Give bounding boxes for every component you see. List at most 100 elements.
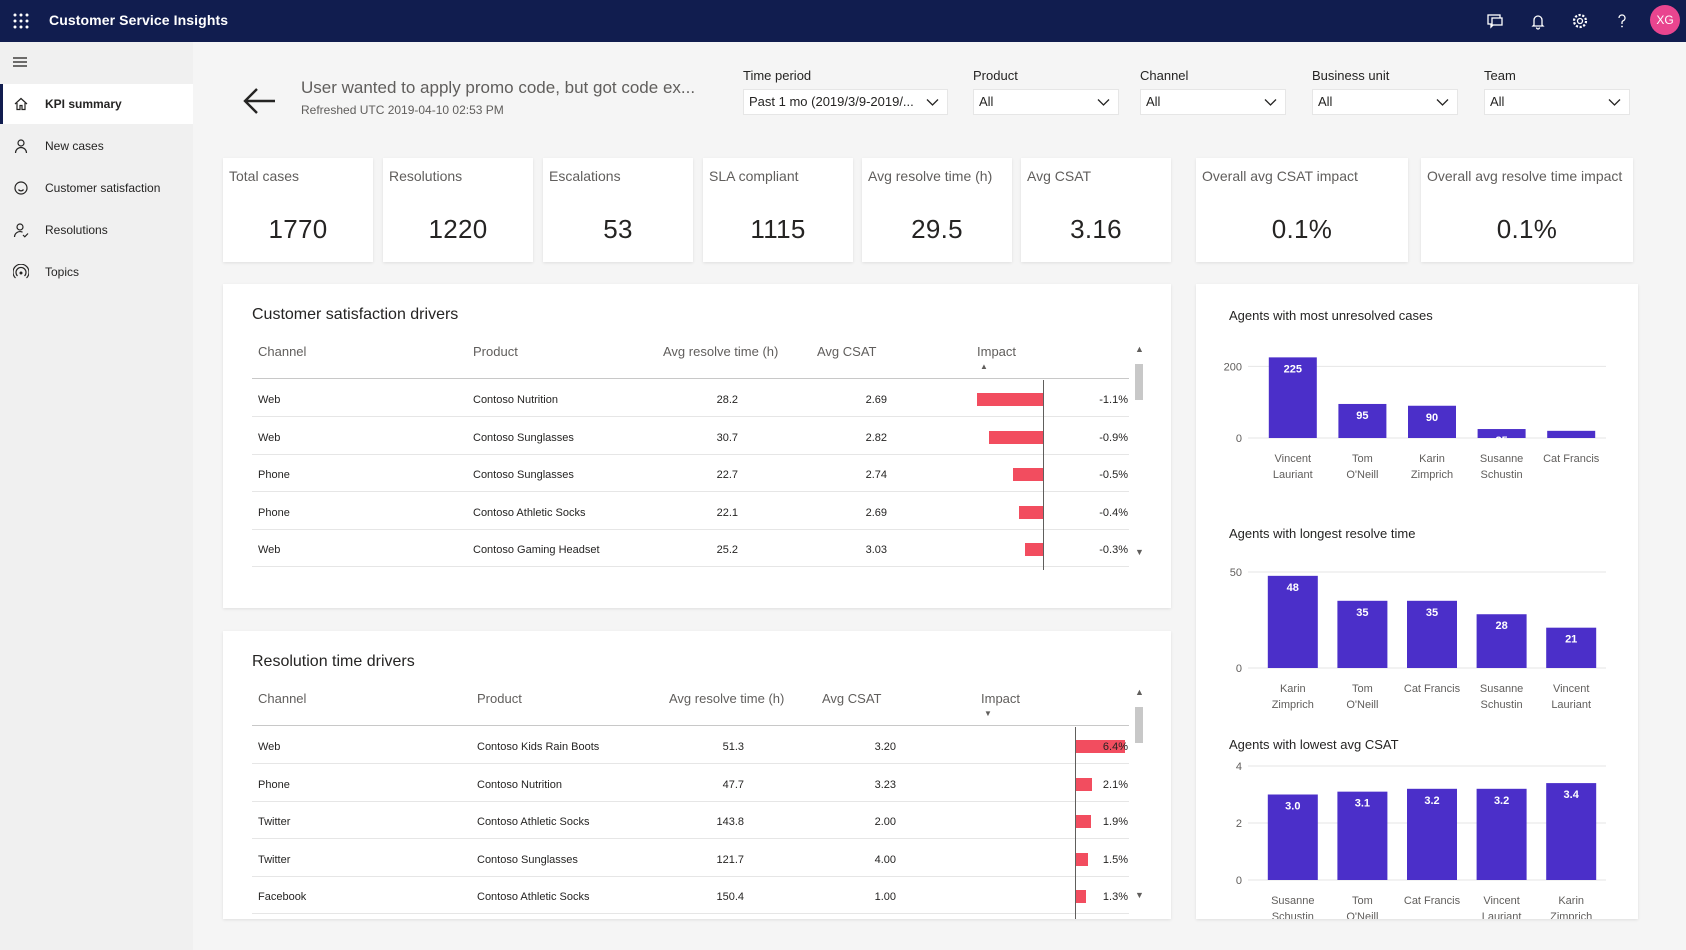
cell-product: Contoso Nutrition: [473, 394, 558, 406]
kpi-card-escalations[interactable]: Escalations 53: [543, 158, 693, 262]
time-period-dropdown[interactable]: Past 1 mo (2019/3/9-2019/...: [743, 89, 948, 115]
kpi-card-total-cases[interactable]: Total cases 1770: [223, 158, 373, 262]
bar[interactable]: [1477, 429, 1526, 438]
x-category-label: O'Neill: [1346, 911, 1378, 919]
filter-label: Time period: [743, 68, 812, 83]
bar[interactable]: [1337, 791, 1388, 880]
lowest-avg-csat-chart: 4 2 0 3.0 Susanne Schustin 3.1 Tom O'Neill 3.2 Cat…: [1236, 761, 1606, 919]
column-header-avg-csat[interactable]: Avg CSAT: [822, 691, 882, 706]
column-header-avg-csat[interactable]: Avg CSAT: [817, 344, 877, 359]
bar[interactable]: [1268, 357, 1317, 438]
bar[interactable]: [1476, 614, 1527, 668]
report-title: User wanted to apply promo code, but got…: [301, 78, 696, 97]
table-row[interactable]: Twitter Contoso Athletic Socks 143.8 2.00 1.…: [252, 802, 1129, 839]
kpi-card-overall-csat-impact[interactable]: Overall avg CSAT impact 0.1%: [1196, 158, 1408, 262]
column-header-channel[interactable]: Channel: [258, 344, 307, 359]
sidebar-item-customer-satisfaction[interactable]: Customer satisfaction: [0, 168, 193, 208]
column-header-avg-resolve-time[interactable]: Avg resolve time (h): [663, 344, 779, 359]
cell-resolve: 22.1: [716, 506, 738, 519]
table-row[interactable]: Web Contoso Sunglasses 30.7 2.82 -0.9%: [252, 418, 1129, 455]
table-row[interactable]: Web Contoso Kids Rain Boots 51.3 3.20 6.4%: [252, 727, 1129, 764]
impact-bar[interactable]: [977, 393, 1043, 406]
chat-icon[interactable]: [1485, 11, 1505, 31]
bar[interactable]: [1546, 783, 1597, 880]
sidebar-item-topics[interactable]: Topics: [0, 252, 193, 292]
cell-impact: 1.5%: [1102, 853, 1128, 866]
scrollbar[interactable]: ▲ ▼: [1135, 687, 1144, 907]
back-arrow-icon[interactable]: [241, 84, 277, 118]
x-category-label: Karin: [1280, 683, 1306, 695]
impact-bar[interactable]: [1019, 505, 1043, 519]
chevron-down-icon: [1264, 99, 1277, 106]
column-header-channel[interactable]: Channel: [258, 691, 307, 706]
bar[interactable]: [1338, 403, 1387, 438]
hamburger-menu-icon[interactable]: [12, 55, 28, 69]
scroll-up-icon[interactable]: ▲: [1135, 687, 1144, 697]
business-unit-dropdown[interactable]: All: [1312, 89, 1458, 115]
scroll-thumb[interactable]: [1135, 707, 1143, 743]
x-category-label: Susanne: [1480, 453, 1523, 465]
cell-resolve: 25.2: [716, 544, 738, 556]
column-header-product[interactable]: Product: [477, 691, 522, 706]
bar-data-label: 35: [1356, 607, 1368, 619]
kpi-card-avg-resolve-time[interactable]: Avg resolve time (h) 29.5: [862, 158, 1012, 262]
table-row[interactable]: Phone Contoso Sunglasses 22.7 2.74 -0.5%: [252, 455, 1129, 492]
scroll-up-icon[interactable]: ▲: [1135, 344, 1144, 354]
table-row[interactable]: Web Contoso Nutrition 28.2 2.69 -1.1%: [252, 380, 1129, 417]
scroll-down-icon[interactable]: ▼: [1135, 890, 1144, 900]
impact-bar[interactable]: [989, 430, 1043, 444]
bar[interactable]: [1547, 430, 1596, 438]
bar[interactable]: [1267, 575, 1318, 668]
scroll-down-icon[interactable]: ▼: [1135, 547, 1144, 557]
kpi-card-sla-compliant[interactable]: SLA compliant 1115: [703, 158, 853, 262]
impact-bar[interactable]: [1076, 777, 1093, 791]
table-row[interactable]: Facebook Contoso Athletic Socks 150.4 1.00 1…: [252, 877, 1129, 914]
x-category-label: Schustin: [1480, 699, 1522, 711]
bar[interactable]: [1267, 794, 1318, 881]
scroll-thumb[interactable]: [1135, 364, 1143, 400]
active-indicator: [0, 84, 3, 124]
impact-bar[interactable]: [1076, 815, 1091, 828]
channel-dropdown[interactable]: All: [1140, 89, 1286, 115]
cell-csat: 3.03: [865, 544, 887, 556]
impact-bar[interactable]: [1076, 852, 1088, 866]
user-avatar[interactable]: XG: [1650, 5, 1680, 35]
table-row[interactable]: Phone Contoso Athletic Socks 22.1 2.69 -0.4%: [252, 493, 1129, 530]
column-header-impact[interactable]: Impact: [981, 691, 1021, 706]
impact-bar[interactable]: [1076, 890, 1086, 903]
column-header-impact[interactable]: Impact: [977, 344, 1017, 359]
column-header-product[interactable]: Product: [473, 344, 518, 359]
kpi-card-avg-csat[interactable]: Avg CSAT 3.16: [1021, 158, 1171, 262]
settings-gear-icon[interactable]: [1570, 11, 1590, 31]
bar[interactable]: [1407, 600, 1457, 668]
notification-bell-icon[interactable]: [1528, 11, 1548, 31]
impact-bar[interactable]: [1076, 740, 1126, 753]
table-row[interactable]: Twitter Contoso Sunglasses 121.7 4.00 1.5%: [252, 840, 1129, 877]
kpi-card-resolutions[interactable]: Resolutions 1220: [383, 158, 533, 262]
x-category-label: Tom: [1352, 453, 1373, 465]
bar[interactable]: [1546, 627, 1597, 668]
bar[interactable]: [1407, 788, 1457, 880]
impact-bar[interactable]: [1013, 468, 1043, 481]
bar[interactable]: [1476, 788, 1527, 880]
column-header-avg-resolve-time[interactable]: Avg resolve time (h): [669, 691, 785, 706]
sidebar-item-new-cases[interactable]: New cases: [0, 126, 193, 166]
sidebar-item-kpi-summary[interactable]: KPI summary: [0, 84, 193, 124]
impact-bar[interactable]: [1025, 543, 1043, 556]
csat-drivers-panel: Customer satisfaction drivers Channel Pr…: [223, 284, 1171, 608]
x-category-label: Tom: [1352, 895, 1373, 907]
kpi-card-overall-resolve-time-impact[interactable]: Overall avg resolve time impact 0.1%: [1421, 158, 1633, 262]
help-icon[interactable]: [1612, 11, 1632, 31]
sidebar-item-resolutions[interactable]: Resolutions: [0, 210, 193, 250]
team-dropdown[interactable]: All: [1484, 89, 1630, 115]
table-row[interactable]: Phone Contoso Nutrition 47.7 3.23 2.1%: [252, 765, 1129, 802]
scrollbar[interactable]: ▲ ▼: [1135, 344, 1144, 564]
bar[interactable]: [1337, 600, 1388, 668]
product-dropdown[interactable]: All: [973, 89, 1119, 115]
table-row[interactable]: Web Contoso Gaming Headset 25.2 3.03 -0.3%: [252, 530, 1129, 567]
cell-impact: 1.3%: [1102, 891, 1128, 903]
bar[interactable]: [1408, 405, 1456, 438]
app-launcher-icon[interactable]: [12, 12, 30, 30]
cell-csat: 2.74: [865, 469, 887, 481]
bar-data-label: 25: [1495, 435, 1507, 447]
